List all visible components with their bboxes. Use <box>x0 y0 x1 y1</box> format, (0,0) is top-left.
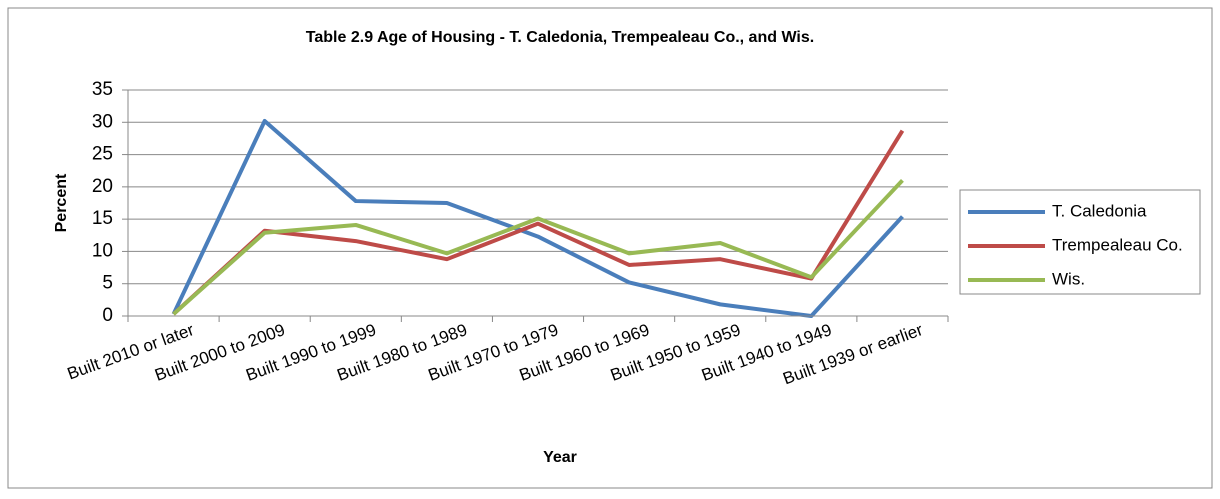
x-axis-title: Year <box>543 449 577 466</box>
series-line <box>172 179 904 316</box>
series-line <box>171 118 904 318</box>
y-tick-label: 20 <box>92 176 113 197</box>
legend-label: T. Caledonia <box>1052 201 1147 220</box>
series-line <box>172 129 905 316</box>
y-tick-label: 15 <box>92 208 113 229</box>
y-axis-title: Percent <box>53 173 70 232</box>
chart-title: Table 2.9 Age of Housing - T. Caledonia,… <box>306 29 814 46</box>
y-tick-label: 10 <box>92 240 113 261</box>
y-tick-label: 5 <box>102 273 113 294</box>
y-tick-label: 25 <box>92 144 113 165</box>
y-tick-label: 35 <box>92 79 113 100</box>
legend-label: Trempealeau Co. <box>1052 235 1183 254</box>
legend-box <box>959 189 1201 295</box>
legend-label: Wis. <box>1052 269 1085 288</box>
y-tick-label: 0 <box>102 305 113 326</box>
y-tick-label: 30 <box>92 111 113 132</box>
